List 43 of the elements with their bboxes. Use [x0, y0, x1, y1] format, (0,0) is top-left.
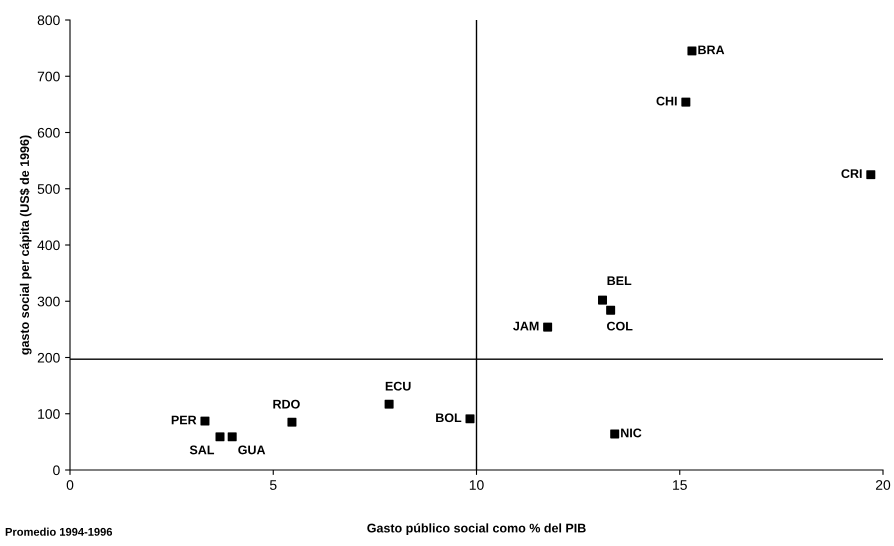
point [384, 400, 394, 409]
point [287, 418, 296, 427]
point [687, 46, 696, 56]
point [200, 416, 210, 426]
annotation: BEL [608, 276, 632, 286]
annotation: BRA [698, 46, 724, 54]
annotation: SAL [190, 445, 214, 454]
y-tick-label: 100 [38, 409, 60, 419]
annotation: NIC [621, 428, 642, 438]
x-tick-label: 15 [673, 480, 687, 490]
annotation: COL [606, 322, 632, 331]
x-tick-label: 0 [66, 480, 74, 490]
y-tick-label: 700 [38, 72, 60, 82]
y-axis-title: gasto social per cápita (US$ de 1996) [20, 136, 32, 355]
point [216, 432, 224, 442]
annotation: PER [172, 416, 196, 424]
annotation: BOL [436, 413, 462, 422]
point [598, 296, 608, 305]
x-tick-label: 10 [470, 480, 484, 490]
y-tick-label: 0 [53, 465, 60, 476]
y-tick-label: 800 [38, 15, 60, 26]
y-tick-label: 200 [38, 352, 60, 363]
x-tick-label: 5 [270, 480, 277, 490]
point [866, 170, 876, 180]
x-tick-label: 20 [876, 480, 890, 490]
annotation: GUA [238, 445, 266, 454]
point [681, 98, 690, 107]
annotation: RDO [273, 400, 300, 409]
x-axis-title: Gasto público social como % del PIB [367, 523, 586, 535]
point [465, 414, 474, 424]
point [543, 322, 552, 332]
annotation: JAM [513, 322, 538, 330]
point [606, 306, 616, 315]
point [228, 432, 237, 442]
annotation: CHI [656, 96, 677, 106]
y-tick-label: 400 [37, 240, 60, 250]
text: Promedio 1994-1996 [6, 528, 112, 536]
y-tick-label: 500 [38, 184, 60, 194]
y-tick-label: 300 [38, 296, 60, 306]
annotation: CRI [841, 169, 862, 178]
y-tick-label: 600 [38, 128, 60, 138]
annotation: ECU [386, 382, 411, 391]
point [610, 430, 620, 438]
